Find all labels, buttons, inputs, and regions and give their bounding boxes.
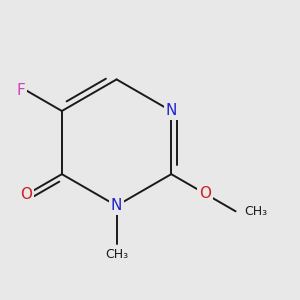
Text: CH₃: CH₃ bbox=[105, 248, 128, 261]
Text: F: F bbox=[16, 83, 25, 98]
Text: N: N bbox=[111, 198, 122, 213]
Text: O: O bbox=[199, 186, 211, 201]
Text: O: O bbox=[20, 187, 32, 202]
Text: N: N bbox=[166, 103, 177, 118]
Text: CH₃: CH₃ bbox=[244, 205, 268, 218]
